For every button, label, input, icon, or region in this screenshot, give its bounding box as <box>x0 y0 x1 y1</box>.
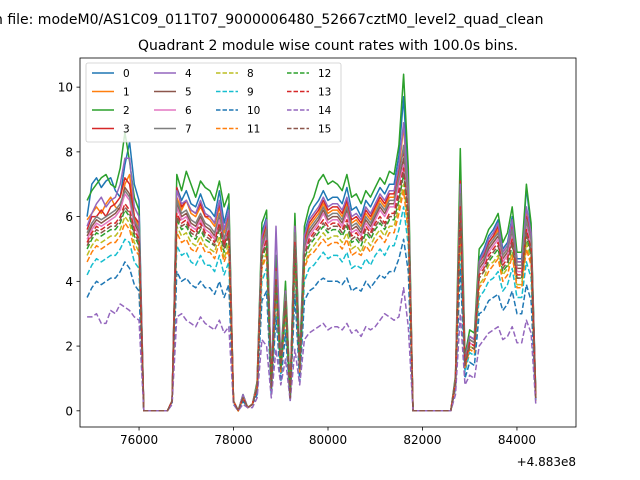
legend-label-8: 8 <box>247 68 254 80</box>
y-tick-label: 0 <box>65 404 73 418</box>
x-axis: 76000 78000 80000 82000 84000 <box>120 427 536 447</box>
x-tick-label: 80000 <box>309 433 347 447</box>
x-tick-label: 84000 <box>498 433 536 447</box>
legend-label-11: 11 <box>247 124 260 136</box>
legend-label-13: 13 <box>318 87 331 99</box>
legend-label-5: 5 <box>185 87 192 99</box>
x-tick-label: 76000 <box>120 433 158 447</box>
legend-label-1: 1 <box>123 87 130 99</box>
y-tick-label: 6 <box>65 210 73 224</box>
x-offset-label: +4.883e8 <box>517 455 576 469</box>
legend-label-2: 2 <box>123 105 130 117</box>
figure-suptitle: n file: modeM0/AS1C09_011T07_9000006480_… <box>0 12 543 28</box>
series-lines <box>86 73 537 412</box>
legend-frame <box>85 62 342 143</box>
series-line-15 <box>86 170 537 412</box>
y-tick-label: 4 <box>65 275 73 289</box>
legend-label-6: 6 <box>185 105 192 117</box>
legend-label-15: 15 <box>318 124 331 136</box>
chart-title: Quadrant 2 module wise count rates with … <box>138 38 518 54</box>
legend-label-4: 4 <box>185 68 192 80</box>
legend-label-14: 14 <box>318 105 332 117</box>
y-axis: 0 2 4 6 8 10 <box>58 81 80 418</box>
legend-label-12: 12 <box>318 68 331 80</box>
legend-label-3: 3 <box>123 124 130 136</box>
legend-label-9: 9 <box>247 87 254 99</box>
legend-label-0: 0 <box>123 68 130 80</box>
legend-label-10: 10 <box>247 105 260 117</box>
y-tick-label: 2 <box>65 340 73 354</box>
x-tick-label: 82000 <box>403 433 441 447</box>
series-line-13 <box>86 167 537 412</box>
x-tick-label: 78000 <box>214 433 252 447</box>
legend-label-7: 7 <box>185 124 192 136</box>
y-tick-label: 10 <box>58 81 73 95</box>
y-tick-label: 8 <box>65 145 73 159</box>
